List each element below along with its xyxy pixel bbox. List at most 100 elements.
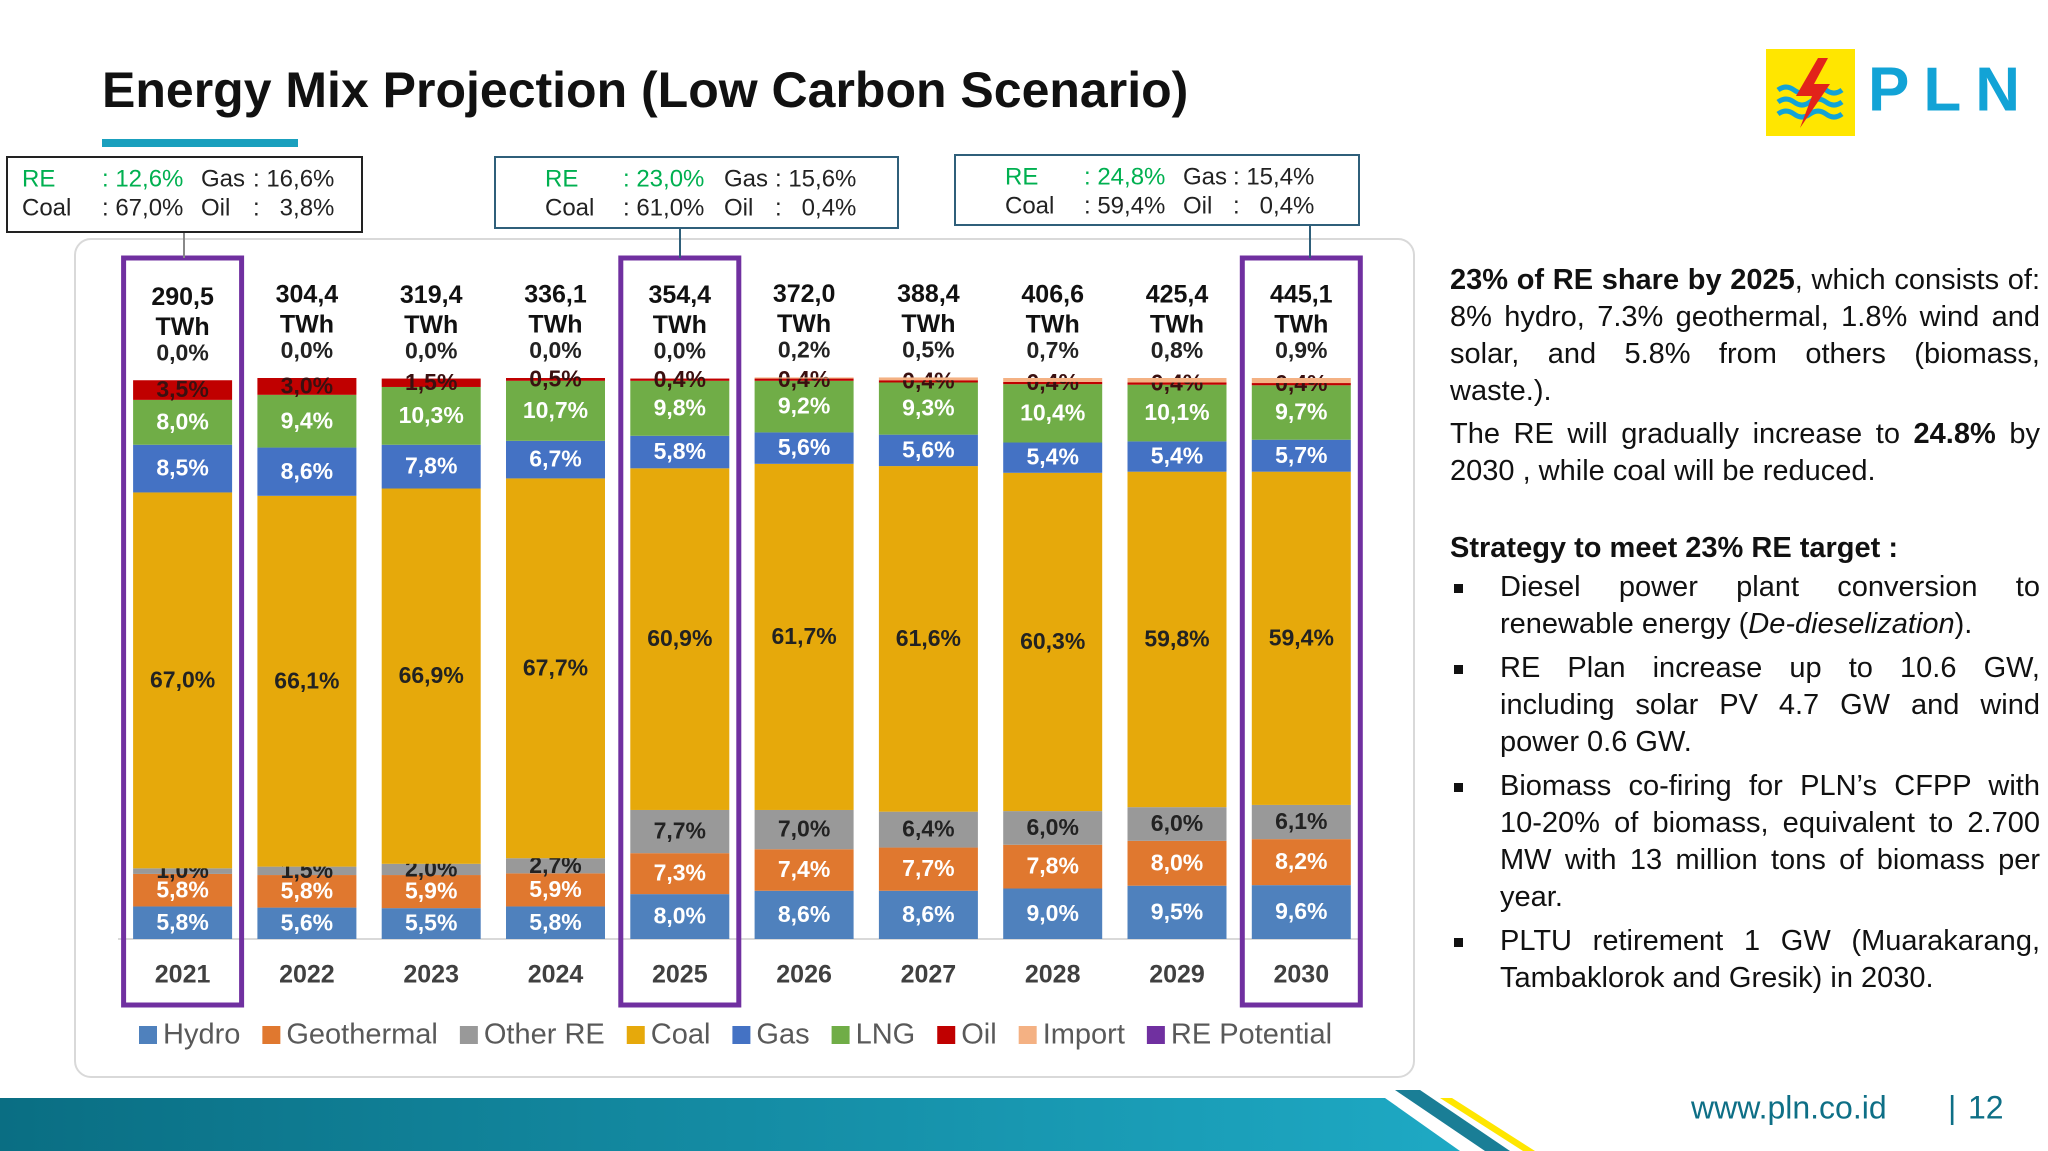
total-unit: TWh <box>1150 311 1204 339</box>
bar-segment <box>133 868 233 874</box>
segment-label: 0,4% <box>654 366 706 392</box>
bar-segment <box>133 399 233 445</box>
bar-segment <box>1251 839 1351 886</box>
bar-segment <box>133 444 233 493</box>
bar-segment <box>257 394 357 448</box>
bar-segment <box>630 853 730 895</box>
title-underline <box>102 139 298 147</box>
segment-label: 9,6% <box>1275 898 1327 924</box>
segment-label: 7,0% <box>778 816 830 842</box>
bar-segment <box>754 463 854 810</box>
bar-segment <box>381 444 481 489</box>
bullet-item: Diesel power plant conversion to renewab… <box>1450 569 2040 643</box>
highlight-box <box>121 255 245 1008</box>
segment-label: 8,6% <box>778 901 830 927</box>
callout-label: RE <box>22 165 55 192</box>
bullet-list: Diesel power plant conversion to renewab… <box>1450 569 2040 997</box>
total-unit: TWh <box>1026 311 1080 339</box>
callout-value: : 3,8% <box>253 194 334 221</box>
segment-label: 6,1% <box>1275 808 1327 834</box>
text-run: by 2030 , while coal will be reduced. <box>1450 418 2040 487</box>
total-label: 445,1 <box>1270 281 1333 309</box>
bar-segment <box>878 811 978 848</box>
bar-segment <box>878 377 978 381</box>
callout-label: Coal <box>22 194 71 221</box>
bar-segment <box>381 908 481 939</box>
bar-segment <box>878 466 978 812</box>
bar-segment <box>1127 382 1227 385</box>
segment-label: 3,5% <box>156 376 208 402</box>
bullet-item: Biomass co-firing for PLN’s CFPP with 10… <box>1450 768 2040 916</box>
bar-segment <box>878 890 978 939</box>
segment-label: 8,6% <box>281 458 333 484</box>
total-unit: TWh <box>653 311 707 339</box>
total-unit: TWh <box>280 311 334 339</box>
segment-label: 0,4% <box>778 366 830 392</box>
segment-label: 66,1% <box>274 667 339 693</box>
total-label: 319,4 <box>400 281 463 309</box>
bar-segment <box>1251 385 1351 440</box>
bar-segment <box>1003 442 1103 473</box>
total-unit: TWh <box>156 313 210 341</box>
segment-label: 5,8% <box>156 909 208 935</box>
paragraph: 23% of RE share by 2025, which consists … <box>1450 262 2040 410</box>
callout-value: : 15,6% <box>775 165 856 192</box>
callout-value: : 15,4% <box>1233 163 1314 190</box>
bar-segment <box>381 488 481 864</box>
bar-segment <box>506 378 605 381</box>
bar-segment <box>1127 378 1227 383</box>
bar-segment <box>1127 441 1227 472</box>
segment-label: 5,7% <box>1275 442 1327 468</box>
segment-label: 6,4% <box>902 816 954 842</box>
page-number: 12 <box>1968 1089 2004 1125</box>
segment-label: 5,8% <box>281 877 333 903</box>
segment-label: 5,6% <box>902 436 954 462</box>
highlight-box <box>1239 255 1363 1008</box>
total-label: 388,4 <box>897 280 960 308</box>
bar-segment <box>1127 384 1227 442</box>
bar-segment <box>630 435 730 469</box>
bar-segment <box>257 378 357 395</box>
segment-label: 0,8% <box>1151 337 1203 363</box>
text-run: 24.8% <box>1913 418 1996 450</box>
bar-segment <box>1251 885 1351 939</box>
bar-segment <box>257 875 357 908</box>
segment-label: 5,4% <box>1026 444 1078 470</box>
callout-label: Oil <box>201 194 230 221</box>
bar-segment <box>1127 840 1227 886</box>
bar-segment <box>506 440 605 479</box>
bar-segment <box>754 890 854 939</box>
segment-label: 0,4% <box>1151 370 1203 396</box>
bar-segment <box>506 906 605 939</box>
segment-label: 9,0% <box>1026 900 1078 926</box>
segment-label: 67,7% <box>523 654 588 680</box>
segment-label: 0,5% <box>529 365 581 391</box>
segment-label: 0,4% <box>902 367 954 393</box>
total-unit: TWh <box>1274 311 1328 339</box>
footer-stripe <box>1395 1090 1510 1151</box>
total-unit: TWh <box>777 310 831 338</box>
bar-segment <box>878 847 978 891</box>
callout-label: RE <box>545 165 578 192</box>
legend-swatch <box>1146 1026 1165 1044</box>
bar-segment <box>506 380 605 441</box>
bar-segment <box>754 849 854 891</box>
callout-value: : 16,6% <box>253 165 334 192</box>
bar-segment <box>133 380 233 400</box>
callout-label: Gas <box>724 165 768 192</box>
segment-label: 5,8% <box>654 438 706 464</box>
callout-label: Coal <box>545 194 594 221</box>
x-tick-label: 2028 <box>1025 961 1081 989</box>
segment-label: 10,3% <box>399 402 464 428</box>
text-run: Biomass co-firing for PLN’s CFPP with 10… <box>1500 770 2040 913</box>
segment-label: 61,6% <box>896 625 961 651</box>
segment-label: 8,0% <box>654 903 706 929</box>
total-label: 304,4 <box>276 281 339 309</box>
x-tick-label: 2025 <box>652 961 708 989</box>
bar-segment <box>1003 888 1103 939</box>
segment-label: 0,0% <box>529 337 581 363</box>
footer-url: www.pln.co.id <box>1690 1089 1887 1125</box>
segment-label: 9,3% <box>902 395 954 421</box>
bar-segment <box>381 386 481 445</box>
callout-box <box>494 156 899 229</box>
